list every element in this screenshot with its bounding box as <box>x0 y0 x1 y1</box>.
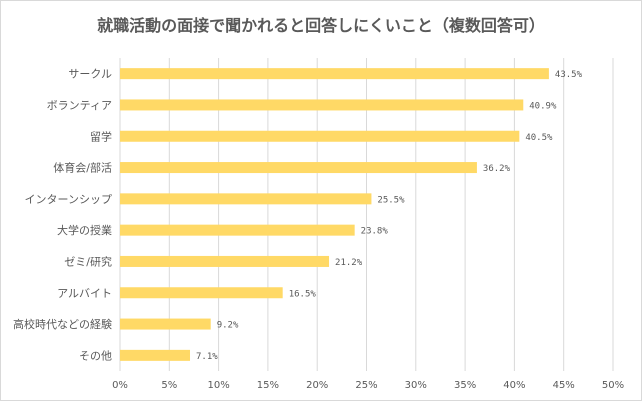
bar <box>120 349 191 361</box>
x-tick-label: 35% <box>454 380 476 391</box>
x-tick-label: 50% <box>602 380 624 391</box>
data-label: 16.5% <box>289 289 317 299</box>
x-axis-tick-labels: 0% 5% 10% 15% 20% 25% 30% 35% 40% 45% 50% <box>112 380 624 391</box>
x-tick-label: 10% <box>207 380 229 391</box>
bar <box>120 318 211 330</box>
data-label: 25.5% <box>377 195 405 205</box>
category-label: インターンシップ <box>25 193 112 206</box>
category-label: ゼミ/研究 <box>64 254 112 268</box>
data-label: 7.1% <box>196 352 218 362</box>
bars <box>120 68 549 361</box>
data-label: 40.5% <box>525 133 553 143</box>
data-label: 36.2% <box>483 164 511 174</box>
category-label: アルバイト <box>57 287 112 300</box>
bar <box>120 255 330 267</box>
bar <box>120 130 520 142</box>
category-label: サークル <box>68 68 112 81</box>
bar <box>120 224 355 236</box>
bar <box>120 162 477 174</box>
data-label: 23.8% <box>361 227 389 237</box>
category-label: 体育会/部活 <box>53 161 112 175</box>
bar <box>120 193 372 205</box>
x-tick-label: 30% <box>405 380 427 391</box>
bar <box>120 68 549 80</box>
x-tick-label: 20% <box>306 380 328 391</box>
x-tick-label: 0% <box>112 380 128 391</box>
x-tick-label: 25% <box>355 380 377 391</box>
category-label: ボランティア <box>47 99 112 112</box>
category-label: 留学 <box>90 129 112 143</box>
x-tick-label: 5% <box>161 380 177 391</box>
category-label: その他 <box>79 349 112 362</box>
data-label: 40.9% <box>529 101 557 111</box>
x-tick-label: 15% <box>257 380 279 391</box>
data-label: 21.2% <box>335 258 363 268</box>
x-tick-label: 45% <box>553 380 575 391</box>
x-tick-label: 40% <box>503 380 525 391</box>
data-label: 43.5% <box>555 70 583 80</box>
bar <box>120 287 283 299</box>
data-label: 9.2% <box>217 321 239 331</box>
category-label: 高校時代などの経験 <box>13 317 112 331</box>
bar <box>120 99 524 111</box>
category-label: 大学の授業 <box>57 223 112 237</box>
chart-title: 就職活動の面接で聞かれると回答しにくいこと（複数回答可） <box>97 16 545 35</box>
data-labels: 43.5% 40.9% 40.5% 36.2% 25.5% 23.8% 21.2% 16.5%… <box>196 70 583 362</box>
category-labels: サークルボランティア留学体育会/部活インターンシップ大学の授業ゼミ/研究アルバイ… <box>13 68 112 363</box>
